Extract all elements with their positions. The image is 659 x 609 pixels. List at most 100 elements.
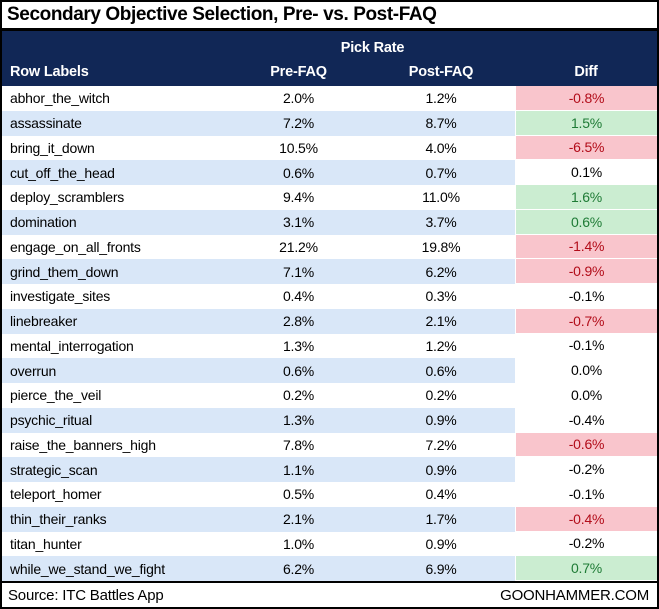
table-row: titan_hunter 1.0% 0.9% -0.2% bbox=[2, 531, 657, 557]
column-header-pre-faq: Pre-FAQ bbox=[270, 63, 327, 80]
pre-faq-value: 21.2% bbox=[279, 238, 318, 255]
post-faq-value: 8.7% bbox=[425, 115, 457, 132]
post-faq-value: 3.7% bbox=[425, 214, 457, 231]
row-label: bring_it_down bbox=[10, 139, 95, 156]
post-faq-value: 0.2% bbox=[425, 387, 457, 404]
pre-faq-value: 2.0% bbox=[282, 90, 315, 107]
table-row: domination 3.1% 3.7% 0.6% bbox=[2, 209, 657, 235]
diff-value: -0.6% bbox=[515, 432, 657, 458]
pre-faq-value: 7.8% bbox=[282, 436, 315, 453]
row-label: teleport_homer bbox=[10, 486, 102, 503]
table-row: engage_on_all_fronts 21.2% 19.8% -1.4% bbox=[2, 234, 657, 260]
row-label: domination bbox=[10, 214, 77, 231]
table-row: while_we_stand_we_fight 6.2% 6.9% 0.7% bbox=[2, 556, 657, 581]
table-row: psychic_ritual 1.3% 0.9% -0.4% bbox=[2, 407, 657, 433]
diff-value: -0.1% bbox=[515, 333, 657, 359]
pre-faq-value: 0.5% bbox=[282, 486, 315, 503]
row-label: abhor_the_witch bbox=[10, 90, 110, 107]
pre-faq-value: 1.0% bbox=[282, 535, 315, 552]
diff-value: -0.1% bbox=[515, 482, 657, 507]
table-row: cut_off_the_head 0.6% 0.7% 0.1% bbox=[2, 160, 657, 185]
pre-faq-value: 3.1% bbox=[282, 214, 315, 231]
post-faq-value: 1.7% bbox=[425, 511, 457, 528]
post-faq-value: 6.9% bbox=[425, 560, 457, 577]
row-label: engage_on_all_fronts bbox=[10, 238, 141, 255]
post-faq-value: 0.6% bbox=[425, 362, 457, 379]
row-label: while_we_stand_we_fight bbox=[10, 560, 165, 577]
table-row: strategic_scan 1.1% 0.9% -0.2% bbox=[2, 457, 657, 482]
post-faq-value: 2.1% bbox=[425, 313, 457, 330]
column-header-row-labels: Row Labels bbox=[10, 63, 89, 80]
row-label: cut_off_the_head bbox=[10, 164, 115, 181]
pre-faq-value: 1.1% bbox=[282, 461, 315, 478]
post-faq-value: 0.7% bbox=[425, 164, 457, 181]
table-row: pierce_the_veil 0.2% 0.2% 0.0% bbox=[2, 383, 657, 408]
table-row: abhor_the_witch 2.0% 1.2% -0.8% bbox=[2, 86, 657, 111]
pre-faq-value: 0.2% bbox=[282, 387, 315, 404]
diff-value: -1.4% bbox=[515, 234, 657, 260]
pre-faq-value: 2.8% bbox=[282, 313, 315, 330]
post-faq-value: 0.3% bbox=[425, 288, 457, 305]
diff-value: -0.7% bbox=[515, 308, 657, 334]
diff-value: 1.5% bbox=[515, 110, 657, 136]
row-label: overrun bbox=[10, 362, 57, 379]
pre-faq-value: 2.1% bbox=[282, 511, 315, 528]
table-row: grind_them_down 7.1% 6.2% -0.9% bbox=[2, 259, 657, 284]
diff-value: 0.1% bbox=[515, 160, 657, 185]
row-label: linebreaker bbox=[10, 313, 78, 330]
diff-value: -0.4% bbox=[515, 506, 657, 532]
row-label: pierce_the_veil bbox=[10, 387, 102, 404]
post-faq-value: 1.2% bbox=[425, 337, 457, 354]
diff-value: -0.8% bbox=[515, 86, 657, 111]
post-faq-value: 0.9% bbox=[425, 535, 457, 552]
diff-value: -0.2% bbox=[515, 457, 657, 482]
table-row: deploy_scramblers 9.4% 11.0% 1.6% bbox=[2, 185, 657, 210]
table-row: linebreaker 2.8% 2.1% -0.7% bbox=[2, 308, 657, 334]
row-label: strategic_scan bbox=[10, 461, 98, 478]
post-faq-value: 1.2% bbox=[425, 90, 457, 107]
table-footer: Source: ITC Battles App GOONHAMMER.COM bbox=[2, 581, 657, 607]
post-faq-value: 0.9% bbox=[425, 412, 457, 429]
pre-faq-value: 7.1% bbox=[282, 263, 315, 280]
row-label: thin_their_ranks bbox=[10, 511, 107, 528]
row-label: assassinate bbox=[10, 115, 82, 132]
column-header-diff: Diff bbox=[574, 63, 598, 80]
post-faq-value: 7.2% bbox=[425, 436, 457, 453]
row-label: deploy_scramblers bbox=[10, 189, 125, 206]
pre-faq-value: 6.2% bbox=[282, 560, 315, 577]
diff-value: -0.2% bbox=[515, 531, 657, 557]
row-label: investigate_sites bbox=[10, 288, 111, 305]
row-label: mental_interrogation bbox=[10, 337, 134, 354]
diff-value: 1.6% bbox=[515, 185, 657, 210]
diff-value: 0.0% bbox=[515, 383, 657, 408]
post-faq-value: 0.4% bbox=[425, 486, 457, 503]
diff-value: 0.0% bbox=[515, 358, 657, 383]
pre-faq-value: 1.3% bbox=[282, 337, 315, 354]
post-faq-value: 4.0% bbox=[425, 139, 457, 156]
diff-value: -6.5% bbox=[515, 135, 657, 161]
pick-rate-group-header: Pick Rate bbox=[340, 40, 405, 56]
table-row: bring_it_down 10.5% 4.0% -6.5% bbox=[2, 135, 657, 161]
table-body: abhor_the_witch 2.0% 1.2% -0.8% assassinate 7… bbox=[2, 86, 657, 581]
diff-value: -0.9% bbox=[515, 259, 657, 284]
pre-faq-value: 0.4% bbox=[282, 288, 315, 305]
table-header: Pick Rate Row Labels Pre-FAQ Post-FAQ Di… bbox=[2, 31, 657, 86]
row-label: grind_them_down bbox=[10, 263, 119, 280]
table-row: assassinate 7.2% 8.7% 1.5% bbox=[2, 110, 657, 136]
group-header-row: Pick Rate bbox=[2, 31, 657, 57]
table-title: Secondary Objective Selection, Pre- vs. … bbox=[2, 2, 657, 31]
row-label: psychic_ritual bbox=[10, 412, 93, 429]
pre-faq-value: 10.5% bbox=[279, 139, 318, 156]
post-faq-value: 11.0% bbox=[422, 189, 460, 206]
column-header-post-faq: Post-FAQ bbox=[408, 63, 474, 80]
pre-faq-value: 9.4% bbox=[282, 189, 315, 206]
diff-value: -0.4% bbox=[515, 407, 657, 433]
source-note: Source: ITC Battles App bbox=[8, 586, 164, 604]
table-row: thin_their_ranks 2.1% 1.7% -0.4% bbox=[2, 506, 657, 532]
table-row: investigate_sites 0.4% 0.3% -0.1% bbox=[2, 284, 657, 309]
table-row: teleport_homer 0.5% 0.4% -0.1% bbox=[2, 482, 657, 507]
diff-value: -0.1% bbox=[515, 284, 657, 309]
post-faq-value: 6.2% bbox=[425, 263, 457, 280]
column-header-row: Row Labels Pre-FAQ Post-FAQ Diff bbox=[2, 57, 657, 86]
